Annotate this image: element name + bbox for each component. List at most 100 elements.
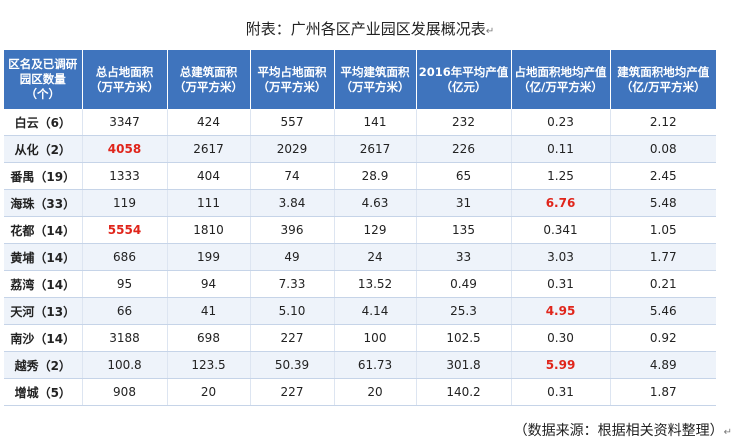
table-row: 南沙（14） 3188 698 227 100 102.5 0.30 0.92 — [4, 324, 716, 352]
cell-output-per-building-area: 5.48 — [610, 189, 716, 217]
cell-total-land-area: 100.8 — [82, 351, 168, 379]
table-row: 花都（14） 5554 1810 396 129 135 0.341 1.05 — [4, 216, 716, 244]
cell-avg-output-2016: 25.3 — [416, 297, 512, 325]
cell-avg-land-area: 49 — [250, 243, 335, 271]
cell-output-per-land-area: 3.03 — [511, 243, 611, 271]
cell-avg-output-2016: 33 — [416, 243, 512, 271]
cell-output-per-building-area: 0.21 — [610, 270, 716, 298]
cell-output-per-land-area: 5.99 — [511, 351, 611, 379]
cell-avg-output-2016: 102.5 — [416, 324, 512, 352]
cell-avg-building-area: 24 — [334, 243, 417, 271]
header-total-building-area: 总建筑面积（万平方米） — [167, 50, 251, 109]
cell-avg-land-area: 5.10 — [250, 297, 335, 325]
cell-avg-building-area: 13.52 — [334, 270, 417, 298]
cell-avg-land-area: 227 — [250, 378, 335, 406]
table-row: 海珠（33） 119 111 3.84 4.63 31 6.76 5.48 — [4, 189, 716, 217]
cell-total-building-area: 404 — [167, 162, 251, 190]
cell-avg-building-area: 20 — [334, 378, 417, 406]
paragraph-mark-icon: ↵ — [485, 26, 495, 37]
cell-output-per-building-area: 4.89 — [610, 351, 716, 379]
cell-district: 黄埔（14） — [4, 243, 83, 271]
cell-avg-output-2016: 0.49 — [416, 270, 512, 298]
page-title: 附表：广州各区产业园区发展概况表↵ — [0, 18, 740, 39]
cell-avg-building-area: 2617 — [334, 135, 417, 163]
cell-total-building-area: 20 — [167, 378, 251, 406]
cell-avg-building-area: 141 — [334, 109, 417, 136]
cell-avg-output-2016: 226 — [416, 135, 512, 163]
cell-avg-output-2016: 232 — [416, 109, 512, 136]
cell-total-building-area: 2617 — [167, 135, 251, 163]
cell-output-per-building-area: 2.45 — [610, 162, 716, 190]
cell-total-land-area: 5554 — [82, 216, 168, 244]
table-row: 黄埔（14） 686 199 49 24 33 3.03 1.77 — [4, 243, 716, 271]
cell-output-per-land-area: 4.95 — [511, 297, 611, 325]
cell-total-land-area: 686 — [82, 243, 168, 271]
cell-total-land-area: 3188 — [82, 324, 168, 352]
cell-district: 天河（13） — [4, 297, 83, 325]
header-total-land-area: 总占地面积（万平方米） — [82, 50, 168, 109]
cell-district: 从化（2） — [4, 135, 83, 163]
cell-output-per-land-area: 1.25 — [511, 162, 611, 190]
cell-total-building-area: 1810 — [167, 216, 251, 244]
table-row: 白云（6） 3347 424 557 141 232 0.23 2.12 — [4, 109, 716, 136]
cell-avg-land-area: 3.84 — [250, 189, 335, 217]
cell-avg-output-2016: 140.2 — [416, 378, 512, 406]
table-row: 番禺（19） 1333 404 74 28.9 65 1.25 2.45 — [4, 162, 716, 190]
cell-district: 海珠（33） — [4, 189, 83, 217]
paragraph-mark-icon: ↵ — [723, 427, 732, 438]
data-source-note: （数据来源：根据相关资料整理）↵ — [514, 420, 732, 440]
cell-output-per-land-area: 0.11 — [511, 135, 611, 163]
source-text: （数据来源：根据相关资料整理） — [513, 423, 724, 439]
cell-total-land-area: 66 — [82, 297, 168, 325]
cell-district: 越秀（2） — [4, 351, 83, 379]
header-row: 区名及已调研园区数量（个） 总占地面积（万平方米） 总建筑面积（万平方米） 平均… — [4, 50, 716, 109]
cell-avg-building-area: 129 — [334, 216, 417, 244]
cell-total-building-area: 199 — [167, 243, 251, 271]
cell-output-per-land-area: 0.31 — [511, 270, 611, 298]
cell-district: 花都（14） — [4, 216, 83, 244]
cell-total-land-area: 1333 — [82, 162, 168, 190]
cell-avg-land-area: 557 — [250, 109, 335, 136]
cell-total-building-area: 698 — [167, 324, 251, 352]
cell-output-per-land-area: 0.30 — [511, 324, 611, 352]
park-data-table: 区名及已调研园区数量（个） 总占地面积（万平方米） 总建筑面积（万平方米） 平均… — [4, 50, 716, 406]
cell-total-land-area: 95 — [82, 270, 168, 298]
cell-avg-building-area: 4.63 — [334, 189, 417, 217]
cell-district: 南沙（14） — [4, 324, 83, 352]
header-avg-land-area: 平均占地面积（万平方米） — [250, 50, 335, 109]
cell-total-building-area: 123.5 — [167, 351, 251, 379]
cell-avg-output-2016: 301.8 — [416, 351, 512, 379]
cell-total-land-area: 4058 — [82, 135, 168, 163]
cell-avg-output-2016: 135 — [416, 216, 512, 244]
cell-avg-output-2016: 31 — [416, 189, 512, 217]
cell-avg-land-area: 74 — [250, 162, 335, 190]
table-row: 从化（2） 4058 2617 2029 2617 226 0.11 0.08 — [4, 135, 716, 163]
header-district: 区名及已调研园区数量（个） — [4, 50, 83, 109]
cell-output-per-land-area: 0.341 — [511, 216, 611, 244]
header-output-per-building-area: 建筑面积地均产值（亿/万平方米） — [610, 50, 716, 109]
cell-output-per-building-area: 5.46 — [610, 297, 716, 325]
cell-output-per-building-area: 0.08 — [610, 135, 716, 163]
cell-total-building-area: 111 — [167, 189, 251, 217]
header-output-per-land-area: 占地面积地均产值（亿/万平方米） — [511, 50, 611, 109]
cell-output-per-building-area: 2.12 — [610, 109, 716, 136]
cell-district: 增城（5） — [4, 378, 83, 406]
table-row: 增城（5） 908 20 227 20 140.2 0.31 1.87 — [4, 378, 716, 406]
cell-avg-building-area: 100 — [334, 324, 417, 352]
cell-output-per-building-area: 0.92 — [610, 324, 716, 352]
cell-avg-building-area: 4.14 — [334, 297, 417, 325]
header-avg-building-area: 平均建筑面积（万平方米） — [334, 50, 417, 109]
table-row: 越秀（2） 100.8 123.5 50.39 61.73 301.8 5.99 4.89 — [4, 351, 716, 379]
cell-total-building-area: 94 — [167, 270, 251, 298]
cell-total-land-area: 3347 — [82, 109, 168, 136]
cell-avg-building-area: 61.73 — [334, 351, 417, 379]
cell-district: 荔湾（14） — [4, 270, 83, 298]
cell-output-per-building-area: 1.05 — [610, 216, 716, 244]
cell-total-land-area: 908 — [82, 378, 168, 406]
cell-output-per-building-area: 1.77 — [610, 243, 716, 271]
table-row: 天河（13） 66 41 5.10 4.14 25.3 4.95 5.46 — [4, 297, 716, 325]
cell-avg-land-area: 50.39 — [250, 351, 335, 379]
cell-output-per-land-area: 6.76 — [511, 189, 611, 217]
cell-total-building-area: 424 — [167, 109, 251, 136]
cell-total-land-area: 119 — [82, 189, 168, 217]
